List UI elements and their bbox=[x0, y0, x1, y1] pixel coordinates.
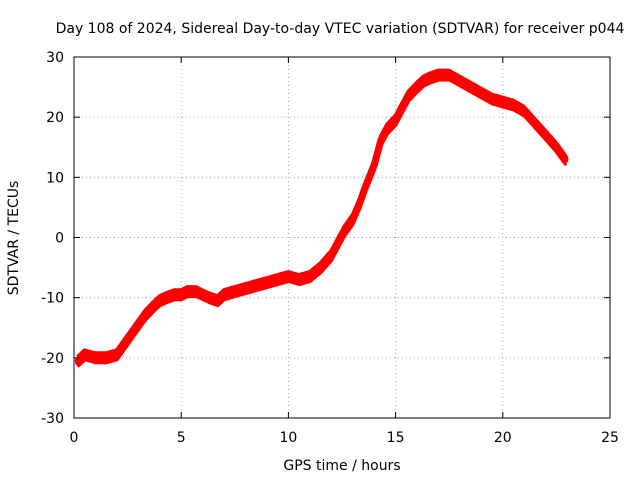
data-point bbox=[478, 90, 485, 97]
data-point bbox=[420, 78, 427, 85]
data-point bbox=[103, 354, 110, 361]
y-tick-label: 20 bbox=[46, 110, 64, 126]
data-point bbox=[356, 201, 363, 208]
data-series bbox=[74, 68, 569, 368]
data-point bbox=[405, 93, 412, 100]
data-point bbox=[553, 144, 560, 151]
data-point bbox=[221, 291, 228, 298]
x-axis-tick-labels: 0 5 10 15 20 25 bbox=[70, 430, 619, 446]
data-point bbox=[362, 183, 369, 190]
data-point bbox=[214, 297, 221, 304]
y-tick-label: 30 bbox=[46, 50, 64, 66]
data-point bbox=[317, 264, 324, 271]
data-point bbox=[285, 273, 292, 280]
data-point bbox=[75, 357, 82, 364]
chart-title: Day 108 of 2024, Sidereal Day-to-day VTE… bbox=[56, 21, 625, 37]
data-point bbox=[306, 273, 313, 280]
data-point bbox=[141, 312, 148, 319]
data-point bbox=[296, 276, 303, 283]
y-axis-label: SDTVAR / TECUs bbox=[6, 181, 22, 296]
data-point bbox=[562, 156, 568, 163]
x-axis-label: GPS time / hours bbox=[283, 458, 400, 474]
data-point bbox=[81, 351, 88, 358]
x-tick-label: 20 bbox=[494, 430, 512, 446]
data-point bbox=[178, 291, 185, 298]
axis-ticks bbox=[73, 56, 611, 419]
data-point bbox=[171, 291, 178, 298]
data-point bbox=[150, 303, 157, 310]
series-line-strand bbox=[77, 78, 567, 368]
data-point bbox=[521, 108, 528, 115]
series-line-strand bbox=[76, 68, 567, 358]
y-tick-label: -10 bbox=[41, 291, 64, 307]
series-line-main bbox=[74, 71, 569, 365]
data-point bbox=[253, 282, 260, 289]
data-point bbox=[435, 72, 442, 79]
data-point bbox=[349, 216, 356, 223]
data-point bbox=[542, 132, 549, 139]
y-axis-tick-labels: -30 -20 -10 0 10 20 30 bbox=[41, 50, 64, 427]
series-line-strand bbox=[75, 76, 567, 366]
data-point bbox=[510, 102, 517, 109]
x-tick-label: 15 bbox=[387, 430, 405, 446]
y-tick-label: -20 bbox=[41, 351, 64, 367]
data-point bbox=[456, 78, 463, 85]
x-tick-label: 5 bbox=[177, 430, 186, 446]
data-point bbox=[128, 330, 135, 337]
y-tick-label: 0 bbox=[55, 231, 64, 247]
data-point bbox=[532, 120, 538, 127]
data-point bbox=[156, 297, 163, 304]
data-point bbox=[426, 75, 433, 82]
data-point bbox=[193, 288, 200, 295]
data-point bbox=[274, 276, 281, 283]
data-point bbox=[392, 117, 399, 124]
data-point bbox=[467, 84, 474, 91]
data-point bbox=[206, 294, 213, 301]
data-point bbox=[120, 342, 127, 349]
data-point bbox=[135, 321, 142, 328]
data-point bbox=[264, 279, 270, 286]
data-point bbox=[113, 351, 120, 358]
data-point bbox=[163, 294, 170, 301]
data-point bbox=[399, 105, 405, 112]
data-point bbox=[184, 288, 191, 295]
data-point bbox=[384, 126, 390, 133]
data-point bbox=[499, 99, 506, 106]
data-point bbox=[414, 84, 420, 91]
data-point bbox=[92, 354, 99, 361]
data-point bbox=[334, 240, 341, 247]
data-point bbox=[341, 228, 348, 235]
data-point bbox=[328, 252, 335, 259]
y-tick-label: 10 bbox=[46, 170, 64, 186]
data-point bbox=[199, 291, 206, 298]
x-tick-label: 10 bbox=[279, 430, 297, 446]
y-tick-label: -30 bbox=[41, 411, 64, 427]
x-tick-label: 0 bbox=[70, 430, 79, 446]
x-tick-label: 25 bbox=[601, 430, 619, 446]
data-point bbox=[446, 72, 453, 79]
data-point bbox=[231, 288, 238, 295]
data-point bbox=[377, 138, 384, 145]
data-point bbox=[371, 162, 378, 169]
data-point bbox=[242, 285, 249, 292]
data-point bbox=[489, 96, 496, 103]
